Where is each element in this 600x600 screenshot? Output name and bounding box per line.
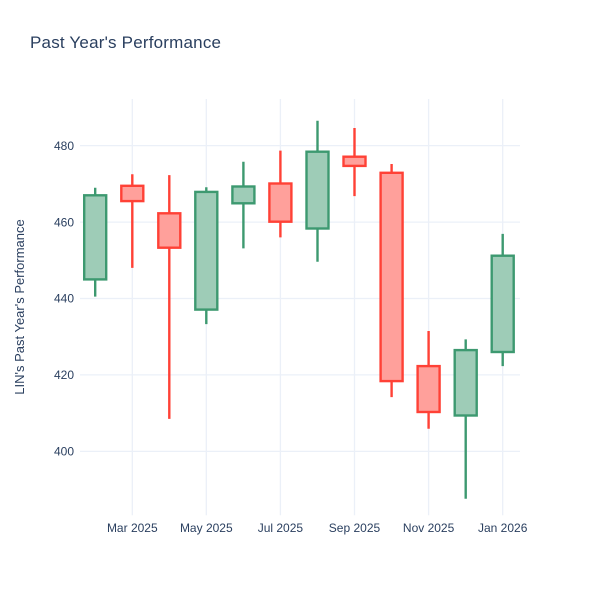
candle-body [342,155,367,168]
grid-layer [80,99,520,516]
candle-body [416,364,441,414]
candle-body [490,254,515,354]
candles-layer [82,120,515,499]
candle-sep-2025 [342,128,367,197]
candle-body [157,212,182,249]
candle-apr-2025 [157,175,182,419]
x-tick-label: Nov 2025 [403,521,455,535]
candle-oct-2025 [379,164,404,398]
candle-body [82,194,108,281]
y-tick-label: 480 [54,139,74,153]
x-tick-label: Jan 2026 [478,521,528,535]
y-tick-label: 400 [54,445,74,459]
x-tick-label: May 2025 [180,521,233,535]
y-axis-title: LIN's Past Year's Performance [12,219,27,395]
candle-nov-2025 [416,331,441,429]
candle-body [268,182,293,223]
y-tick-label: 460 [54,215,74,229]
tick-labels-layer: 400 420 440 460 480 Mar 2025 May 2025 Jul 2025 S… [54,139,528,535]
x-tick-label: Jul 2025 [258,521,304,535]
candle-mar-2025 [120,174,145,268]
candle-body [453,348,478,417]
candle-feb-2025 [82,187,108,297]
candle-may-2025 [194,187,219,325]
x-tick-label: Sep 2025 [329,521,381,535]
candle-body [120,184,145,203]
candle-body [231,185,256,205]
chart-title: Past Year's Performance [30,33,222,52]
candle-body [379,171,404,383]
y-tick-label: 440 [54,292,74,306]
y-tick-label: 420 [54,368,74,382]
candle-jun-2025 [231,161,256,249]
candle-dec-2025 [453,339,478,499]
candle-jan-2026 [490,233,515,367]
x-tick-label: Mar 2025 [107,521,158,535]
candle-jul-2025 [268,150,293,238]
candle-body [194,190,219,311]
candle-aug-2025 [305,120,330,262]
candle-body [305,150,330,230]
